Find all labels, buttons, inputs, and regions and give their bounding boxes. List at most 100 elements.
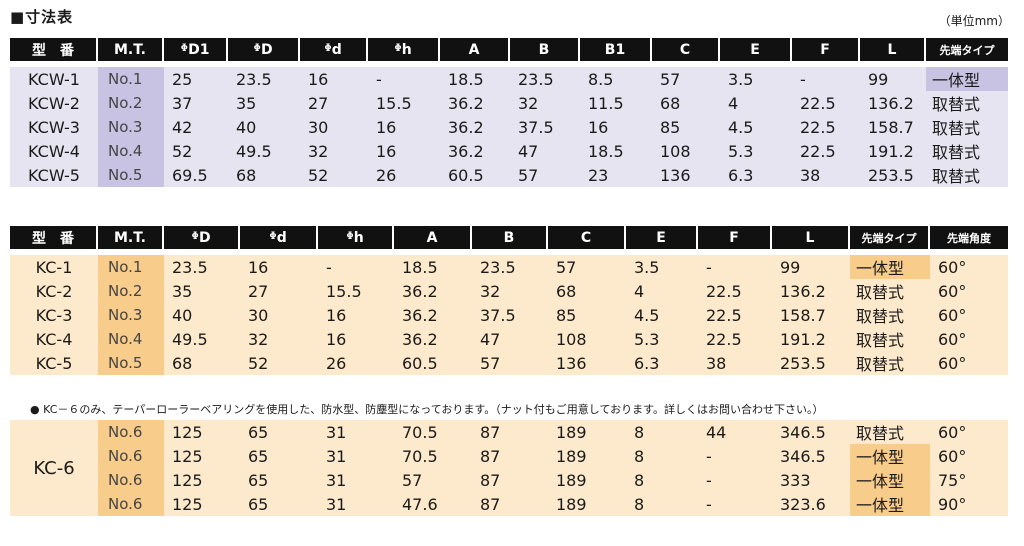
value-cell: 18.5: [394, 255, 472, 279]
value-cell: 37.5: [510, 115, 580, 139]
value-cell: -: [698, 255, 772, 279]
value-cell: 36.2: [440, 91, 510, 115]
value-cell: 47: [510, 139, 580, 163]
value-cell: -: [698, 468, 772, 492]
value-cell: 37.5: [472, 303, 548, 327]
value-cell: 18.5: [440, 67, 510, 91]
header-cell: E: [626, 226, 698, 249]
value-cell: 32: [472, 279, 548, 303]
value-cell: 32: [510, 91, 580, 115]
value-cell: 8.5: [580, 67, 652, 91]
value-cell: 60.5: [440, 163, 510, 187]
value-cell: 15.5: [318, 279, 394, 303]
value-cell: 26: [368, 163, 440, 187]
value-cell: 37: [164, 91, 228, 115]
value-cell: 69.5: [164, 163, 228, 187]
value-cell: 40: [228, 115, 300, 139]
value-cell: 65: [240, 420, 318, 444]
value-cell: 87: [472, 468, 548, 492]
value-cell: 42: [164, 115, 228, 139]
value-cell: 8: [626, 492, 698, 516]
header-cell: 先端角度: [930, 226, 1008, 249]
value-cell: 57: [652, 67, 720, 91]
page-title: ■寸法表: [10, 8, 74, 26]
value-cell: 68: [164, 351, 240, 375]
value-cell: 15.5: [368, 91, 440, 115]
value-cell: 85: [652, 115, 720, 139]
value-cell: 57: [394, 468, 472, 492]
value-cell: -: [318, 255, 394, 279]
kc6-note: ● KC－６のみ、テーパーローラーベアリングを使用した、防水型、防塵型になってお…: [30, 403, 824, 416]
value-cell: 35: [164, 279, 240, 303]
value-cell: 253.5: [860, 163, 926, 187]
value-cell: 125: [164, 468, 240, 492]
header-cell: A: [394, 226, 472, 249]
model-cell: KC-2: [10, 279, 98, 303]
value-cell: 60.5: [394, 351, 472, 375]
model-cell: KC-3: [10, 303, 98, 327]
value-cell: 一体型: [850, 255, 930, 279]
value-cell: 87: [472, 492, 548, 516]
value-cell: 16: [368, 115, 440, 139]
mt-cell: No.6: [98, 492, 164, 516]
value-cell: -: [368, 67, 440, 91]
value-cell: 52: [300, 163, 368, 187]
value-cell: 16: [300, 67, 368, 91]
value-cell: 3.5: [626, 255, 698, 279]
header-cell: B1: [580, 38, 652, 61]
model-cell: KC-5: [10, 351, 98, 375]
value-cell: 189: [548, 420, 626, 444]
value-cell: 27: [300, 91, 368, 115]
value-cell: 6.3: [720, 163, 792, 187]
value-cell: 158.7: [860, 115, 926, 139]
value-cell: 125: [164, 492, 240, 516]
kcw-header-row: 型 番 M.T. ᶲD1 ᶲD ᶲd ᶲh A B B1 C E F L 先端タ…: [10, 38, 1008, 61]
mt-cell: No.5: [98, 163, 164, 187]
value-cell: 取替式: [926, 163, 1008, 187]
value-cell: 57: [472, 351, 548, 375]
value-cell: 49.5: [228, 139, 300, 163]
value-cell: 25: [164, 67, 228, 91]
header-cell: M.T.: [98, 38, 164, 61]
table-row: KCW-3 No.3 42 40 30 16 36.2 37.5 16 85 4.5 22.5 158.…: [10, 115, 1008, 139]
value-cell: 35: [228, 91, 300, 115]
value-cell: 87: [472, 420, 548, 444]
value-cell: 取替式: [850, 327, 930, 351]
value-cell: 22.5: [792, 115, 860, 139]
mt-cell: No.4: [98, 327, 164, 351]
value-cell: 191.2: [860, 139, 926, 163]
value-cell: 189: [548, 492, 626, 516]
header-cell: B: [510, 38, 580, 61]
value-cell: 27: [240, 279, 318, 303]
value-cell: 22.5: [698, 327, 772, 351]
value-cell: 189: [548, 444, 626, 468]
value-cell: 85: [548, 303, 626, 327]
value-cell: 65: [240, 492, 318, 516]
value-cell: 取替式: [850, 279, 930, 303]
header-cell: C: [652, 38, 720, 61]
value-cell: 32: [300, 139, 368, 163]
mt-cell: No.2: [98, 279, 164, 303]
kcw-dimension-table: 型 番 M.T. ᶲD1 ᶲD ᶲd ᶲh A B B1 C E F L 先端タ…: [10, 38, 1008, 187]
value-cell: 70.5: [394, 444, 472, 468]
model-cell: KC-6: [10, 420, 98, 516]
value-cell: 23.5: [228, 67, 300, 91]
mt-cell: No.2: [98, 91, 164, 115]
value-cell: 22.5: [698, 279, 772, 303]
value-cell: 8: [626, 468, 698, 492]
value-cell: 253.5: [772, 351, 850, 375]
value-cell: 36.2: [394, 327, 472, 351]
header-cell: F: [698, 226, 772, 249]
value-cell: 30: [300, 115, 368, 139]
value-cell: 65: [240, 444, 318, 468]
mt-cell: No.6: [98, 468, 164, 492]
value-cell: 99: [772, 255, 850, 279]
value-cell: 22.5: [698, 303, 772, 327]
value-cell: 346.5: [772, 420, 850, 444]
table-row: KC-4 No.4 49.5 32 16 36.2 47 108 5.3 22.5 191.2 取替式…: [10, 327, 1008, 351]
value-cell: 68: [228, 163, 300, 187]
value-cell: 60°: [930, 255, 1008, 279]
table-row: KC-2 No.2 35 27 15.5 36.2 32 68 4 22.5 136.2 取替式 60°: [10, 279, 1008, 303]
value-cell: 31: [318, 468, 394, 492]
value-cell: 52: [240, 351, 318, 375]
